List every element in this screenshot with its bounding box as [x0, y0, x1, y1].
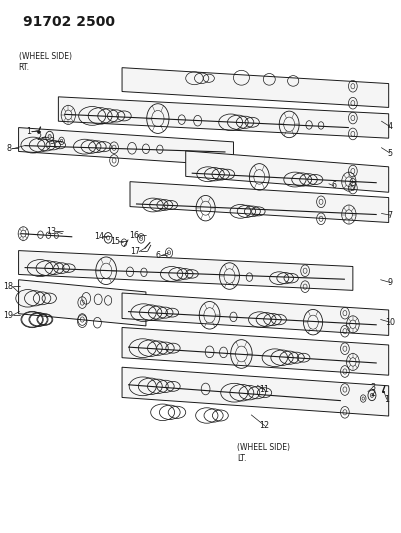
Circle shape — [369, 393, 373, 398]
Text: 3—: 3— — [50, 137, 63, 146]
Text: 15—: 15— — [109, 237, 128, 246]
Text: 2: 2 — [369, 389, 375, 398]
Text: 18—: 18— — [4, 282, 22, 291]
Text: 10: 10 — [384, 318, 394, 327]
Polygon shape — [58, 97, 388, 138]
Text: 2—: 2— — [36, 133, 49, 142]
Text: 4: 4 — [387, 122, 391, 131]
Text: 1: 1 — [383, 394, 388, 403]
Polygon shape — [130, 182, 388, 222]
Text: 6: 6 — [330, 181, 335, 190]
Text: 5: 5 — [386, 149, 391, 158]
Text: 16—: 16— — [129, 231, 147, 240]
Polygon shape — [122, 367, 388, 416]
Circle shape — [48, 134, 51, 139]
Text: (WHEEL SIDE)
RT.: (WHEEL SIDE) RT. — [18, 52, 71, 72]
Text: 19—: 19— — [4, 311, 22, 320]
Polygon shape — [185, 151, 388, 192]
Polygon shape — [18, 251, 352, 290]
Text: 3: 3 — [369, 383, 374, 392]
Text: 17—: 17— — [130, 247, 148, 256]
Text: 8—: 8— — [6, 144, 19, 154]
Text: 91702 2500: 91702 2500 — [22, 14, 114, 29]
Text: (WHEEL SIDE)
LT.: (WHEEL SIDE) LT. — [237, 442, 290, 463]
Text: 14—: 14— — [94, 232, 111, 241]
Text: 1—: 1— — [26, 127, 39, 136]
Text: 11: 11 — [259, 385, 269, 394]
Polygon shape — [122, 68, 388, 108]
Polygon shape — [18, 127, 233, 166]
Text: 13—: 13— — [46, 227, 64, 236]
Polygon shape — [122, 327, 388, 375]
Text: 12: 12 — [259, 421, 269, 430]
Text: 7: 7 — [386, 211, 391, 220]
Polygon shape — [122, 293, 388, 335]
Text: 6—: 6— — [155, 251, 168, 260]
Text: 9: 9 — [386, 278, 391, 287]
Polygon shape — [18, 280, 146, 326]
